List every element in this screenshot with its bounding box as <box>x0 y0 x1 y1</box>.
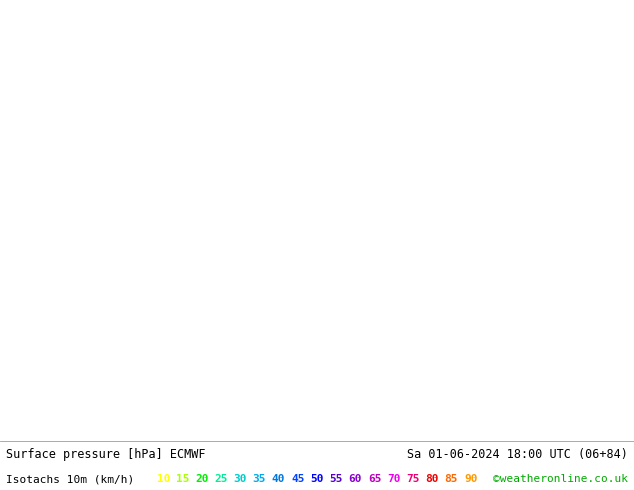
Text: 65: 65 <box>368 474 382 484</box>
Text: 15: 15 <box>176 474 190 484</box>
Text: 50: 50 <box>310 474 324 484</box>
Text: 85: 85 <box>444 474 458 484</box>
Text: 40: 40 <box>272 474 285 484</box>
Text: 90: 90 <box>464 474 477 484</box>
Text: 70: 70 <box>387 474 401 484</box>
Text: 10: 10 <box>157 474 170 484</box>
Text: 30: 30 <box>233 474 247 484</box>
Text: Sa 01-06-2024 18:00 UTC (06+84): Sa 01-06-2024 18:00 UTC (06+84) <box>407 448 628 461</box>
Text: 55: 55 <box>330 474 343 484</box>
Text: 25: 25 <box>214 474 228 484</box>
Text: 60: 60 <box>349 474 362 484</box>
Text: Surface pressure [hPa] ECMWF: Surface pressure [hPa] ECMWF <box>6 448 206 461</box>
Text: 20: 20 <box>195 474 209 484</box>
Text: 45: 45 <box>291 474 304 484</box>
Text: 80: 80 <box>425 474 439 484</box>
Text: 35: 35 <box>252 474 266 484</box>
Text: Isotachs 10m (km/h): Isotachs 10m (km/h) <box>6 474 141 484</box>
Text: ©weatheronline.co.uk: ©weatheronline.co.uk <box>493 474 628 484</box>
Text: 75: 75 <box>406 474 420 484</box>
